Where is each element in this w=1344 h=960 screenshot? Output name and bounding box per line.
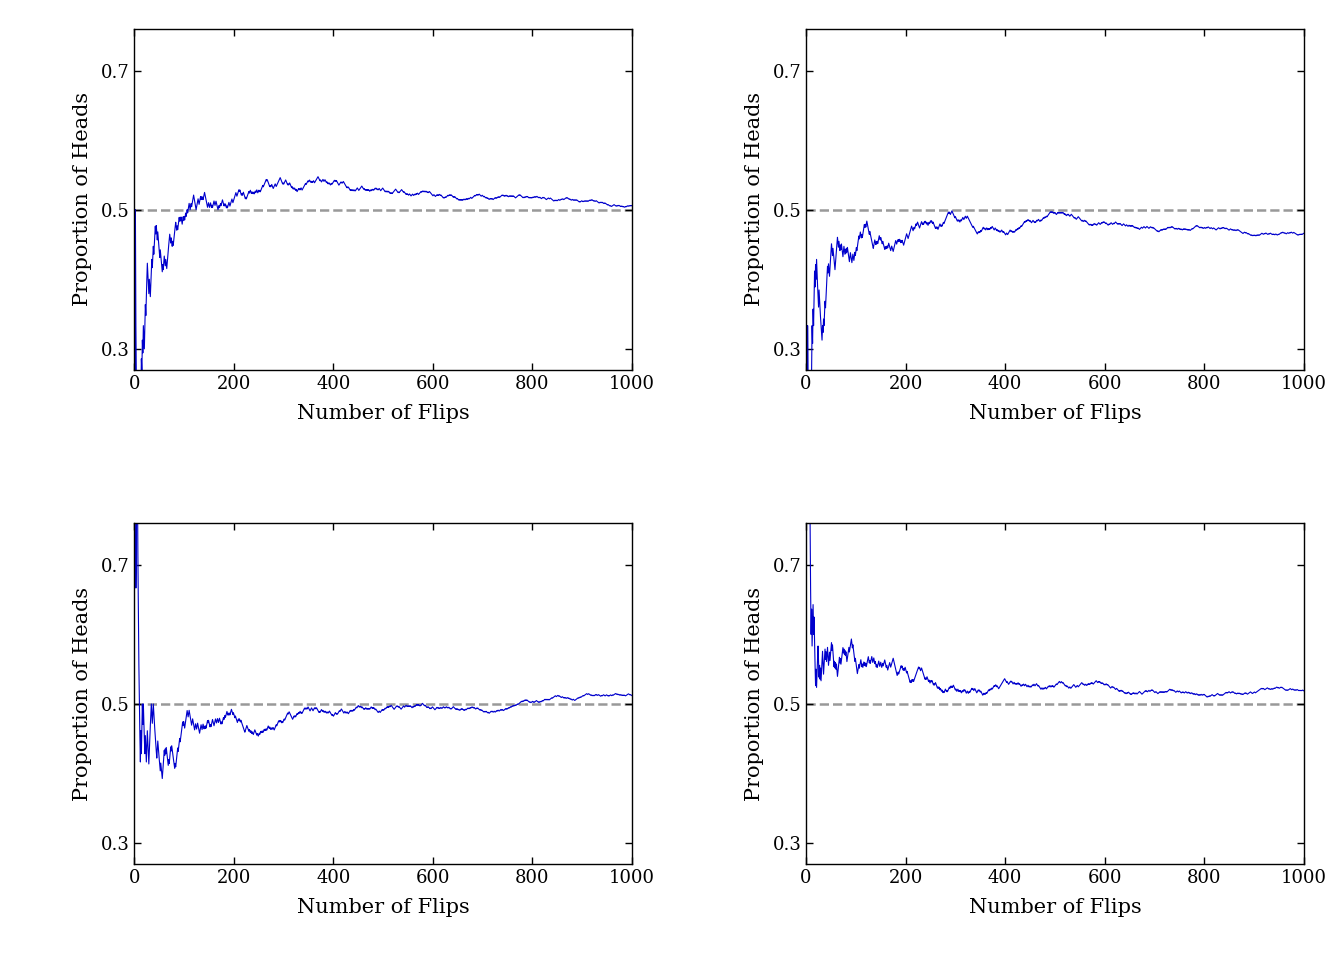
Y-axis label: Proportion of Heads: Proportion of Heads — [745, 587, 763, 801]
Y-axis label: Proportion of Heads: Proportion of Heads — [74, 92, 93, 306]
Y-axis label: Proportion of Heads: Proportion of Heads — [74, 587, 93, 801]
X-axis label: Number of Flips: Number of Flips — [969, 403, 1141, 422]
X-axis label: Number of Flips: Number of Flips — [297, 403, 469, 422]
X-axis label: Number of Flips: Number of Flips — [297, 898, 469, 917]
Y-axis label: Proportion of Heads: Proportion of Heads — [745, 92, 763, 306]
X-axis label: Number of Flips: Number of Flips — [969, 898, 1141, 917]
